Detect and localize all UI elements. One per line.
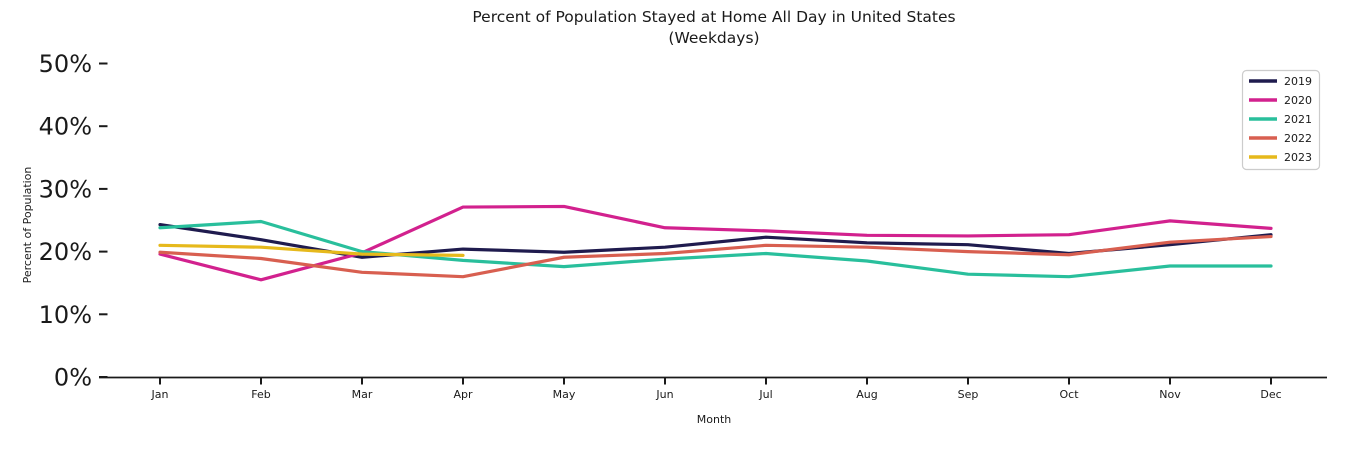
y-tick-label: 50% bbox=[39, 50, 92, 78]
y-axis-label: Percent of Population bbox=[21, 167, 34, 284]
legend-item-2019: 2019 bbox=[1249, 75, 1312, 88]
x-tick-label: Mar bbox=[352, 388, 373, 401]
legend-item-2022: 2022 bbox=[1249, 132, 1312, 145]
legend-item-2021: 2021 bbox=[1249, 113, 1312, 126]
chart-title: Percent of Population Stayed at Home All… bbox=[472, 8, 955, 26]
y-tick-label: 30% bbox=[39, 175, 92, 203]
chart-subtitle: (Weekdays) bbox=[668, 29, 759, 47]
x-tick-label: Oct bbox=[1059, 388, 1079, 401]
x-tick-label: May bbox=[553, 388, 576, 401]
x-axis-ticks: Jan Feb Mar Apr May Jun Jul Aug Sep Oct Nov Dec bbox=[151, 377, 1282, 401]
x-tick-label: Dec bbox=[1260, 388, 1281, 401]
x-tick-label: Apr bbox=[453, 388, 473, 401]
legend-label-2020: 2020 bbox=[1284, 94, 1312, 107]
legend-label-2021: 2021 bbox=[1284, 113, 1312, 126]
x-tick-label: Jun bbox=[655, 388, 673, 401]
line-2022 bbox=[158, 234, 1273, 279]
line-2020 bbox=[158, 204, 1273, 282]
legend-label-2023: 2023 bbox=[1284, 151, 1312, 164]
x-axis-label: Month bbox=[697, 413, 732, 426]
legend: 2019 2020 2021 2022 2023 bbox=[1241, 69, 1321, 171]
legend-box bbox=[1241, 69, 1321, 171]
y-tick-label: 10% bbox=[39, 301, 92, 329]
y-tick-label: 0% bbox=[54, 364, 92, 392]
legend-label-2022: 2022 bbox=[1284, 132, 1312, 145]
y-axis-ticks: 0% 10% 20% 30% 40% 50% bbox=[39, 50, 108, 392]
x-tick-label: Jan bbox=[151, 388, 169, 401]
y-tick-label: 40% bbox=[39, 113, 92, 141]
legend-item-2023: 2023 bbox=[1249, 151, 1312, 164]
line-2021 bbox=[158, 219, 1273, 279]
line-2023 bbox=[158, 243, 465, 257]
x-tick-label: Nov bbox=[1159, 388, 1181, 401]
legend-label-2019: 2019 bbox=[1284, 75, 1312, 88]
data-series bbox=[158, 204, 1273, 282]
x-tick-label: Feb bbox=[251, 388, 270, 401]
x-tick-label: Aug bbox=[856, 388, 877, 401]
y-tick-label: 20% bbox=[39, 238, 92, 266]
legend-item-2020: 2020 bbox=[1249, 94, 1312, 107]
x-tick-label: Jul bbox=[758, 388, 772, 401]
x-tick-label: Sep bbox=[958, 388, 979, 401]
